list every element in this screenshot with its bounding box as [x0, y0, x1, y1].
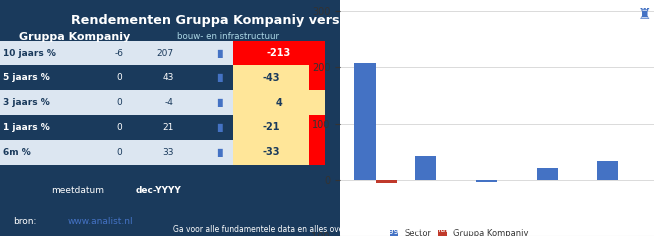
- Bar: [476, 180, 497, 182]
- Text: -4: -4: [165, 98, 173, 107]
- FancyBboxPatch shape: [309, 140, 325, 165]
- Text: 21: 21: [162, 123, 173, 132]
- Text: -6: -6: [114, 49, 124, 58]
- FancyBboxPatch shape: [309, 65, 325, 90]
- Text: -21: -21: [262, 122, 280, 132]
- FancyBboxPatch shape: [0, 41, 233, 65]
- Text: 1 jaars %: 1 jaars %: [3, 123, 50, 132]
- Text: 207: 207: [156, 49, 173, 58]
- Text: -213: -213: [267, 48, 291, 58]
- Text: 6m %: 6m %: [3, 148, 31, 157]
- FancyBboxPatch shape: [233, 41, 325, 65]
- Text: 0: 0: [116, 123, 122, 132]
- FancyBboxPatch shape: [309, 115, 325, 140]
- Bar: [375, 180, 397, 183]
- Text: 43: 43: [162, 73, 173, 82]
- Text: 0: 0: [116, 73, 122, 82]
- Text: Ga voor alle fundamentele data en alles over value beleggen naar Analist.nl/pro: Ga voor alle fundamentele data en alles …: [173, 225, 481, 234]
- Text: ▐▌: ▐▌: [215, 98, 226, 107]
- Text: bouw- en infrastructuur: bouw- en infrastructuur: [177, 32, 279, 41]
- Text: 3 jaars %: 3 jaars %: [3, 98, 50, 107]
- FancyBboxPatch shape: [233, 90, 325, 115]
- FancyBboxPatch shape: [0, 90, 233, 115]
- Legend: Sector, Gruppa Kompaniy: Sector, Gruppa Kompaniy: [387, 226, 532, 236]
- Text: ▐▌: ▐▌: [215, 123, 226, 132]
- Text: 0: 0: [116, 148, 122, 157]
- Text: Rendementen Gruppa Kompaniy versus sector bouw- en infrastructuur: Rendementen Gruppa Kompaniy versus secto…: [71, 14, 583, 27]
- FancyBboxPatch shape: [0, 115, 233, 140]
- Text: www.analist.nl: www.analist.nl: [68, 217, 133, 226]
- Text: 5 jaars %: 5 jaars %: [3, 73, 50, 82]
- Bar: [415, 156, 436, 180]
- FancyBboxPatch shape: [233, 140, 325, 165]
- Bar: [354, 63, 375, 180]
- Text: 10 jaars %: 10 jaars %: [3, 49, 56, 58]
- FancyBboxPatch shape: [0, 140, 233, 165]
- Text: ▐▌: ▐▌: [215, 148, 226, 157]
- FancyBboxPatch shape: [233, 65, 325, 90]
- Text: 4: 4: [275, 98, 283, 108]
- FancyBboxPatch shape: [0, 65, 233, 90]
- Text: Gruppa Kompaniy: Gruppa Kompaniy: [19, 32, 130, 42]
- Bar: [536, 168, 558, 180]
- Text: ▐▌: ▐▌: [215, 49, 226, 58]
- Text: -33: -33: [262, 147, 280, 157]
- Text: ▐▌: ▐▌: [215, 73, 226, 82]
- Text: dec-YYYY: dec-YYYY: [136, 186, 182, 195]
- Text: 0: 0: [116, 98, 122, 107]
- Bar: [597, 161, 619, 180]
- Text: 33: 33: [162, 148, 173, 157]
- Text: -43: -43: [262, 73, 280, 83]
- Text: meetdatum: meetdatum: [51, 186, 104, 195]
- Text: ♜: ♜: [637, 7, 651, 22]
- Text: bron:: bron:: [14, 217, 37, 226]
- FancyBboxPatch shape: [233, 115, 325, 140]
